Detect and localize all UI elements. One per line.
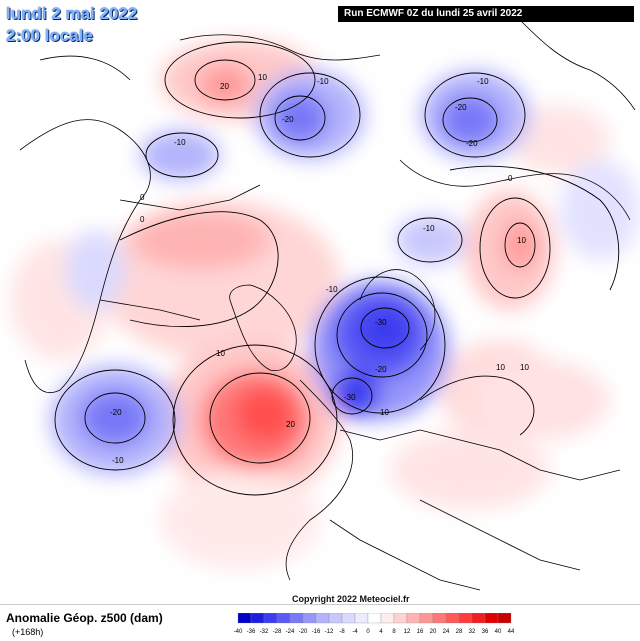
legend-tick-label: 36: [482, 629, 489, 635]
legend-tick-label: 28: [456, 629, 463, 635]
legend-tick-label: 20: [430, 629, 437, 635]
legend-tick-label: -28: [273, 629, 282, 635]
legend-swatch: [458, 613, 473, 624]
legend-swatch: [445, 613, 460, 624]
legend-swatch: [289, 613, 304, 624]
forecast-date: lundi 2 mai 2022: [6, 4, 138, 23]
contour-label: 10: [380, 408, 389, 417]
legend-swatch: [315, 613, 330, 624]
contour-label: 10: [258, 73, 267, 82]
contour-label: -10: [317, 77, 329, 86]
contour-label: -20: [282, 115, 294, 124]
contour-label: -20: [110, 408, 122, 417]
legend-tick-label: -40: [234, 629, 243, 635]
legend-swatch: [432, 613, 447, 624]
legend-tick-label: 12: [404, 629, 411, 635]
contour-label: 0: [508, 174, 513, 183]
contour-labels: -10 -20 -10 20 10 -10 -20 -10 -20 0 0 10…: [110, 73, 529, 465]
contour-label: -20: [466, 139, 478, 148]
legend-swatch: [276, 613, 291, 624]
run-info-banner: Run ECMWF 0Z du lundi 25 avril 2022: [338, 6, 634, 22]
variable-label: Anomalie Géop. z500 (dam): [6, 611, 163, 625]
contour-label: 10: [520, 363, 529, 372]
contour-label: 10: [496, 363, 505, 372]
legend-tick-label: -8: [339, 629, 345, 635]
legend-swatch: [380, 613, 395, 624]
copyright-label: Copyright 2022 Meteociel.fr: [292, 594, 410, 604]
coastlines: [19, 19, 636, 591]
color-scale-legend: -40 -36 -32 -28 -24 -20 -16 -12 -8 -4 0 4 8 12 16 20 24 2…: [234, 613, 514, 635]
legend-tick-label: 32: [469, 629, 476, 635]
contours: [54, 41, 620, 496]
legend-tick-label: -4: [352, 629, 358, 635]
lead-time-label: (+168h): [12, 627, 44, 637]
contour-label: 10: [216, 349, 225, 358]
legend-tick-label: -32: [260, 629, 269, 635]
legend-swatch: [341, 613, 356, 624]
legend-tick-label: 0: [366, 629, 370, 635]
legend-tick-label: 44: [508, 629, 514, 635]
contour-label: 0: [140, 193, 145, 202]
contour-label: -10: [112, 456, 124, 465]
legend-tick-label: 40: [495, 629, 502, 635]
contour-label: -30: [344, 393, 356, 402]
contour-label: -10: [174, 138, 186, 147]
legend-tick-label: -12: [325, 629, 334, 635]
forecast-local-time: 2:00 locale: [6, 26, 93, 45]
legend-swatch: [263, 613, 278, 624]
legend-swatch: [471, 613, 486, 624]
legend-swatch: [354, 613, 369, 624]
contour-label: 0: [140, 215, 145, 224]
contour-label: 20: [286, 420, 295, 429]
contour-label: -20: [375, 365, 387, 374]
legend-swatch: [497, 613, 512, 624]
legend-swatch: [484, 613, 499, 624]
contour-label: -30: [375, 318, 387, 327]
legend-tick-label: 4: [379, 629, 383, 635]
legend-tick-label: 16: [417, 629, 424, 635]
contour-label: 20: [220, 82, 229, 91]
legend-swatch: [250, 613, 265, 624]
map-footer: Anomalie Géop. z500 (dam) (+168h) -40 -36…: [0, 604, 640, 641]
legend-tick-label: 24: [443, 629, 450, 635]
contour-label: -10: [326, 285, 338, 294]
contour-label: -10: [423, 224, 435, 233]
legend-tick-label: 8: [392, 629, 396, 635]
contour-label: -20: [455, 103, 467, 112]
contour-label: 10: [517, 236, 526, 245]
legend-swatch: [419, 613, 434, 624]
legend-swatch: [393, 613, 408, 624]
legend-tick-label: -24: [286, 629, 295, 635]
legend-swatch: [367, 613, 382, 624]
legend-swatch: [328, 613, 343, 624]
legend-tick-label: -20: [299, 629, 308, 635]
legend-swatch: [237, 613, 252, 624]
anomaly-field: [10, 40, 640, 570]
legend-swatch: [302, 613, 317, 624]
legend-tick-label: -36: [247, 629, 256, 635]
legend-swatch: [406, 613, 421, 624]
contour-label: -10: [477, 77, 489, 86]
legend-tick-label: -16: [312, 629, 321, 635]
